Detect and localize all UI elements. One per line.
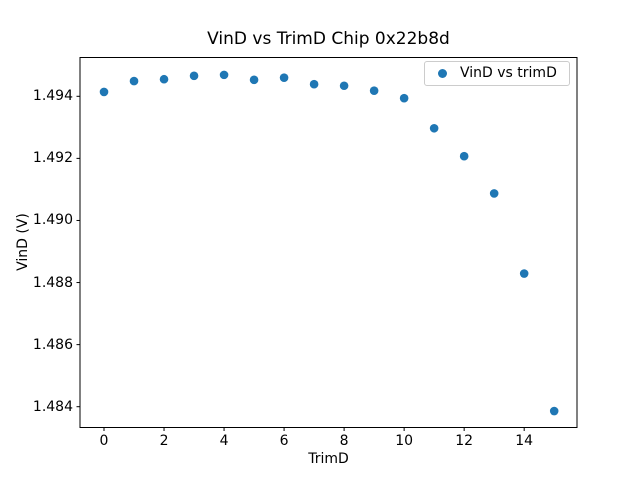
data-point	[429, 123, 439, 133]
legend-marker-icon	[438, 69, 447, 78]
x-tick-label: 2	[159, 433, 169, 449]
y-tick-label: 1.488	[32, 274, 73, 291]
x-tick-label: 4	[219, 433, 229, 449]
data-point	[399, 93, 409, 103]
axes-frame	[79, 57, 578, 428]
data-point	[99, 87, 109, 97]
y-tick-label: 1.484	[32, 398, 73, 415]
y-tick-label: 1.490	[32, 212, 73, 229]
x-tick-label: 14	[515, 433, 534, 449]
data-point	[129, 76, 139, 86]
chart-title: VinD vs TrimD Chip 0x22b8d	[207, 29, 450, 49]
data-point	[279, 73, 289, 82]
data-point	[339, 81, 349, 91]
x-tick-label: 12	[455, 433, 474, 449]
x-axis-label: TrimD	[308, 451, 349, 467]
data-point	[249, 75, 259, 85]
data-point	[219, 70, 229, 80]
data-point	[549, 406, 559, 416]
x-tick-label: 0	[99, 433, 109, 449]
data-point	[459, 151, 469, 161]
legend: VinD vs trimD	[424, 61, 570, 86]
data-point	[189, 71, 199, 81]
x-tick-label: 8	[339, 433, 349, 449]
data-point	[519, 269, 529, 278]
x-tick-label: 10	[395, 433, 414, 449]
data-point	[309, 79, 319, 89]
y-tick-label: 1.494	[32, 88, 73, 105]
legend-label: VinD vs trimD	[460, 65, 557, 81]
x-tick-label: 6	[279, 433, 289, 449]
data-point	[369, 86, 379, 96]
data-point	[159, 74, 169, 84]
data-point	[489, 189, 499, 198]
y-tick-label: 1.486	[32, 336, 73, 353]
y-tick-label: 1.492	[32, 150, 73, 167]
